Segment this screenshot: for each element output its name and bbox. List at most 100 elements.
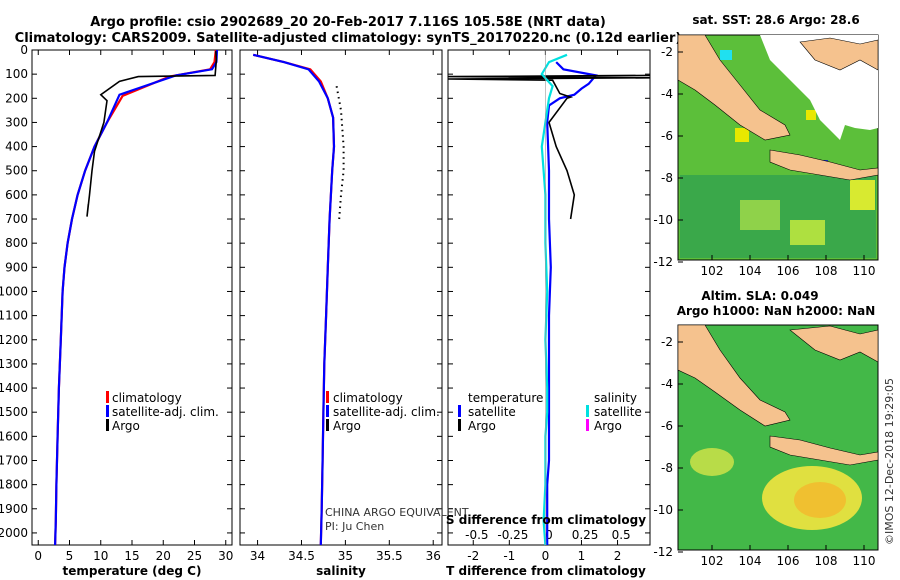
legend-swatch-satellite xyxy=(326,405,329,417)
series-satellite-adj-clim xyxy=(54,49,219,546)
x-tick-label: 10 xyxy=(93,549,108,563)
legend-label-climatology: climatology xyxy=(333,391,403,405)
sst-map xyxy=(677,34,879,261)
map-y-tick-label: -6 xyxy=(661,419,673,433)
sla-map-high-core xyxy=(794,482,846,518)
x-tick-label: 35 xyxy=(338,549,353,563)
map-y-tick-label: -4 xyxy=(661,87,673,101)
map-x-tick-label: 110 xyxy=(853,554,876,568)
map-x-tick-label: 108 xyxy=(815,554,838,568)
sst-map-warm-patch xyxy=(740,200,780,230)
salinity-legend: climatology satellite-adj. clim. Argo xyxy=(326,391,440,433)
y-tick-label: 1400 xyxy=(0,381,28,395)
map-y-tick-label: -10 xyxy=(653,503,673,517)
y-tick-label: 1700 xyxy=(0,453,28,467)
y-tick-label: 700 xyxy=(5,212,28,226)
difference-panel xyxy=(447,49,651,546)
legend-swatch-climatology xyxy=(106,391,109,403)
x-tick-label: 34.5 xyxy=(288,549,315,563)
sla-map-anomaly xyxy=(690,448,734,476)
x-tick-label: 2 xyxy=(614,549,622,563)
series-argo xyxy=(86,51,218,217)
x2-tick-label: 0 xyxy=(545,528,553,542)
sst-map-warm-cell xyxy=(735,128,749,142)
x2-tick-label: -0.5 xyxy=(465,528,488,542)
difference-legend: temperature satellite Argo salinity sate… xyxy=(458,391,642,433)
map-x-tick-label: 106 xyxy=(777,264,800,278)
x-tick-label: -1 xyxy=(503,549,515,563)
legend-swatch-s-satellite xyxy=(586,405,589,417)
title-line2: Climatology: CARS2009. Satellite-adjuste… xyxy=(15,31,682,46)
temperature-xlabel: temperature (deg C) xyxy=(63,564,202,578)
x-tick-label: 34 xyxy=(250,549,265,563)
x-tick-label: 15 xyxy=(124,549,139,563)
y-tick-label: 1800 xyxy=(0,478,28,492)
credit-line1: CHINA ARGO EQUIVALENT xyxy=(325,506,469,519)
y-tick-label: 500 xyxy=(5,164,28,178)
sst-map-cool-cell xyxy=(720,50,732,60)
y-tick-label: 800 xyxy=(5,236,28,250)
series-climatology xyxy=(54,49,217,546)
series-t-argo xyxy=(447,74,651,220)
legend-heading-temperature: temperature xyxy=(468,391,543,405)
legend-label-argo: Argo xyxy=(333,419,361,433)
legend-heading-salinity: salinity xyxy=(594,391,637,405)
y-tick-label: 1100 xyxy=(0,309,28,323)
y-tick-label: 1000 xyxy=(0,284,28,298)
x-tick-label: 35.5 xyxy=(376,549,403,563)
legend-swatch-climatology xyxy=(326,391,329,403)
map-y-tick-label: -6 xyxy=(661,129,673,143)
sst-map-warm-patch xyxy=(790,220,825,245)
sla-map-land-sumatra xyxy=(677,324,791,427)
difference-xlabel: T difference from climatology xyxy=(446,564,646,578)
map-x-tick-label: 106 xyxy=(777,554,800,568)
map-y-tick-label: -12 xyxy=(653,545,673,559)
y-tick-label: 300 xyxy=(5,115,28,129)
map-x-tick-label: 110 xyxy=(853,264,876,278)
legend-label-s-satellite: satellite xyxy=(594,405,642,419)
difference-x2label: S difference from climatology xyxy=(446,513,646,527)
legend-label-satellite: satellite-adj. clim. xyxy=(333,405,440,419)
legend-swatch-argo xyxy=(326,419,329,431)
x-tick-label: 20 xyxy=(156,549,171,563)
y-tick-label: 600 xyxy=(5,188,28,202)
sla-map xyxy=(677,324,879,551)
map-y-tick-label: -4 xyxy=(661,377,673,391)
sst-map-title: sat. SST: 28.6 Argo: 28.6 xyxy=(692,13,859,27)
x2-tick-label: 0.25 xyxy=(572,528,599,542)
map-y-tick-label: -2 xyxy=(661,45,673,59)
x-tick-label: 0 xyxy=(542,549,550,563)
map-x-tick-label: 102 xyxy=(701,554,724,568)
legend-swatch-satellite xyxy=(106,405,109,417)
x-tick-label: 0 xyxy=(34,549,42,563)
legend-label-climatology: climatology xyxy=(112,391,182,405)
sla-map-title2: Argo h1000: NaN h2000: NaN xyxy=(677,304,876,318)
credit-line2: PI: Ju Chen xyxy=(325,520,384,533)
y-tick-label: 1200 xyxy=(0,333,28,347)
sla-map-land-java xyxy=(769,435,879,466)
y-tick-label: 900 xyxy=(5,260,28,274)
map-x-tick-label: 104 xyxy=(739,264,762,278)
legend-swatch-t-argo xyxy=(458,419,461,431)
map-y-tick-label: -10 xyxy=(653,213,673,227)
legend-label-argo: Argo xyxy=(112,419,140,433)
salinity-xlabel: salinity xyxy=(316,564,366,578)
x2-tick-label: -0.25 xyxy=(497,528,528,542)
sla-map-title1: Altim. SLA: 0.049 xyxy=(701,289,818,303)
legend-label-t-satellite: satellite xyxy=(468,405,516,419)
map-y-tick-label: -12 xyxy=(653,255,673,269)
sst-map-warm-cell xyxy=(806,110,816,120)
y-tick-label: 2000 xyxy=(0,526,28,540)
x-tick-label: -2 xyxy=(467,549,479,563)
salinity-panel xyxy=(239,49,443,546)
y-tick-label: 1600 xyxy=(0,429,28,443)
legend-label-s-argo: Argo xyxy=(594,419,622,433)
temperature-legend: climatology satellite-adj. clim. Argo xyxy=(106,391,219,433)
y-tick-label: 0 xyxy=(20,43,28,57)
map-y-tick-label: -2 xyxy=(661,335,673,349)
legend-swatch-t-satellite xyxy=(458,405,461,417)
x-tick-label: 1 xyxy=(578,549,586,563)
y-tick-label: 200 xyxy=(5,91,28,105)
title-line1: Argo profile: csio 2902689_20 20-Feb-201… xyxy=(90,15,606,30)
